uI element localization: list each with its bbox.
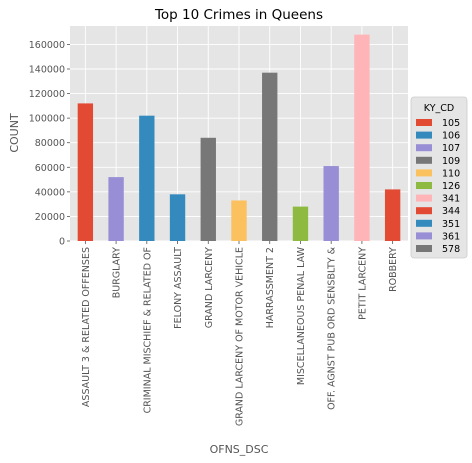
x-tick-label: BURGLARY <box>112 247 123 298</box>
bar <box>77 103 94 242</box>
legend-label: 107 <box>442 143 460 154</box>
x-tick-label: PETIT LARCENY <box>357 247 368 320</box>
legend-label: 351 <box>442 219 460 230</box>
x-tick-label: GRAND LARCENY <box>204 247 215 328</box>
chart-title: Top 10 Crimes in Queens <box>154 7 323 23</box>
legend-label: 126 <box>442 181 460 192</box>
y-tick-label: 80000 <box>35 138 65 149</box>
legend-swatch <box>416 232 432 240</box>
legend-swatch <box>416 194 432 202</box>
y-tick-label: 60000 <box>35 163 65 174</box>
legend-label: 105 <box>442 118 460 129</box>
y-tick-label: 140000 <box>29 65 65 76</box>
legend-swatch <box>416 156 432 164</box>
y-tick-label: 40000 <box>35 187 65 198</box>
bars <box>77 34 401 242</box>
legend-label: 578 <box>442 244 460 255</box>
x-tick-label: MISCELLANEOUS PENAL LAW <box>296 246 307 385</box>
y-tick-label: 20000 <box>35 212 65 223</box>
legend-label: 361 <box>442 231 460 242</box>
legend-label: 344 <box>442 206 460 217</box>
bar <box>354 34 370 241</box>
legend-swatch <box>416 245 432 252</box>
y-tick-label: 120000 <box>29 89 65 100</box>
x-tick-label: GRAND LARCENY OF MOTOR VEHICLE <box>235 247 246 426</box>
legend-label: 110 <box>442 168 460 179</box>
x-tick-label: OFF. AGNST PUB ORD SENSBLTY & <box>327 246 338 410</box>
x-tick-label: HARRASSMENT 2 <box>265 247 276 328</box>
legend-swatch <box>416 169 432 177</box>
bar <box>200 137 216 241</box>
legend-swatch <box>416 131 432 139</box>
x-tick-label: FELONY ASSAULT <box>173 247 184 329</box>
x-tick-label: CRIMINAL MISCHIEF & RELATED OF <box>142 247 153 413</box>
legend-swatch <box>416 219 432 227</box>
legend-label: 106 <box>442 131 460 142</box>
bar <box>108 177 124 241</box>
y-axis-ticks: 0 20000 40000 60000 80000 100000 120000 140000 1… <box>29 40 70 248</box>
legend-label: 341 <box>442 194 460 205</box>
y-tick-label: 160000 <box>29 40 65 51</box>
x-axis-label: OFNS_DSC <box>210 443 269 456</box>
x-tick-label: ASSAULT 3 & RELATED OFFENSES <box>81 247 92 407</box>
bar <box>292 206 309 241</box>
x-tick-label: ROBBERY <box>388 247 399 292</box>
bar <box>323 166 339 241</box>
legend-label: 109 <box>442 156 460 167</box>
legend-swatch <box>416 119 432 126</box>
bar <box>231 200 247 241</box>
x-axis-ticks: ASSAULT 3 & RELATED OFFENSES BURGLARY CRIM… <box>81 241 399 426</box>
bar <box>262 72 278 241</box>
y-axis-label: COUNT <box>8 113 21 153</box>
y-tick-label: 0 <box>59 237 65 248</box>
bar <box>169 194 186 241</box>
y-tick-label: 100000 <box>29 114 65 125</box>
legend-swatch <box>416 182 432 189</box>
bar <box>384 189 401 241</box>
legend-swatch <box>416 207 432 215</box>
bar <box>139 115 155 241</box>
legend-title: KY_CD <box>424 103 454 114</box>
legend-swatch <box>416 144 432 152</box>
